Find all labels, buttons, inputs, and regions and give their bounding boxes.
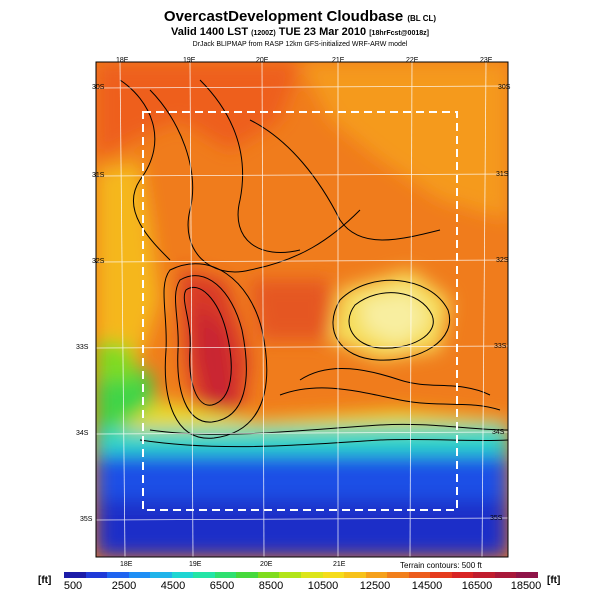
colorbar-tick: 16500 (461, 580, 493, 592)
colorbar-swatch-1 (85, 572, 108, 578)
colorbar-swatch-7 (214, 572, 237, 578)
lat-lon-grid (96, 62, 508, 557)
colorbar-swatch-20 (494, 572, 517, 578)
colorbar-tick: 8500 (258, 580, 284, 592)
lon-label-19e-bottom: 19E (189, 561, 202, 568)
lat-label-35s-left: 35S (80, 516, 93, 523)
lat-label-32s-left: 32S (92, 258, 105, 265)
valid-time: Valid 1400 LST (1200Z) TUE 23 Mar 2010 [… (171, 26, 429, 38)
lon-label-18e-top: 18E (116, 57, 129, 64)
colorbar-tick: 14500 (411, 580, 443, 592)
colorbar-swatch-4 (150, 572, 172, 578)
colorbar-swatch-19 (473, 572, 495, 578)
colorbar-swatch-12 (322, 572, 345, 578)
model-credits: DrJack BLIPMAP from RASP 12km GFS-initia… (192, 41, 408, 48)
lat-label-32s-right: 32S (496, 257, 509, 264)
colorbar-ticks: 500 2500 4500 6500 8500 10500 12500 1450… (0, 580, 600, 594)
colorbar-swatch-18 (451, 572, 474, 578)
lon-label-22e-top: 22E (406, 57, 419, 64)
lon-label-19e-top: 19E (183, 57, 196, 64)
lat-label-34s-left: 34S (76, 430, 89, 437)
colorbar-swatch-15 (387, 572, 409, 578)
colorbar-swatch-2 (107, 572, 129, 578)
colorbar-unit-left: [ft] (38, 575, 52, 586)
colorbar-legend (64, 572, 539, 578)
lon-label-20e-bottom: 20E (260, 561, 273, 568)
lat-label-31s-left: 31S (92, 172, 105, 179)
lat-label-33s-left: 33S (76, 344, 89, 351)
colorbar-tick: 10500 (307, 580, 339, 592)
colorbar-swatch-9 (257, 572, 280, 578)
lat-label-33s-right: 33S (494, 343, 507, 350)
colorbar-swatch-11 (301, 572, 323, 578)
field-layer (96, 62, 508, 557)
colorbar-swatch-21 (516, 572, 539, 578)
colorbar-swatch-13 (344, 572, 366, 578)
colorbar-tick: 18500 (510, 580, 542, 592)
colorbar-swatch-8 (236, 572, 258, 578)
lon-label-18e-bottom: 18E (120, 561, 133, 568)
colorbar-swatch-6 (193, 572, 215, 578)
colorbar-tick: 4500 (160, 580, 186, 592)
terrain-contour-note: Terrain contours: 500 ft (400, 561, 482, 570)
colorbar-swatch-16 (408, 572, 431, 578)
terrain-contours (119, 79, 508, 448)
colorbar-tick: 6500 (209, 580, 235, 592)
colorbar-unit-right: [ft] (547, 575, 561, 586)
lat-label-31s-right: 31S (496, 171, 509, 178)
lon-label-21e-top: 21E (332, 57, 345, 64)
colorbar-tick: 12500 (359, 580, 391, 592)
colorbar-swatch-17 (430, 572, 452, 578)
colorbar-swatch-14 (365, 572, 388, 578)
colorbar-tick: 2500 (111, 580, 137, 592)
colorbar-swatch-10 (279, 572, 302, 578)
model-domain-box (142, 111, 458, 511)
lon-label-20e-top: 20E (256, 57, 269, 64)
lon-label-23e-top: 23E (480, 57, 493, 64)
colorbar-swatch-5 (171, 572, 194, 578)
colorbar-swatch-3 (128, 572, 151, 578)
lon-label-21e-bottom: 21E (333, 561, 346, 568)
lat-label-30s-right: 30S (498, 84, 511, 91)
lat-label-34s-right: 34S (492, 429, 505, 436)
lat-label-35s-right: 35S (490, 515, 503, 522)
lat-label-30s-left: 30S (92, 84, 105, 91)
map-title: OvercastDevelopment Cloudbase (BL CL) (163, 8, 437, 25)
colorbar-tick: 500 (63, 580, 83, 592)
colorbar-swatch-0 (64, 572, 86, 578)
